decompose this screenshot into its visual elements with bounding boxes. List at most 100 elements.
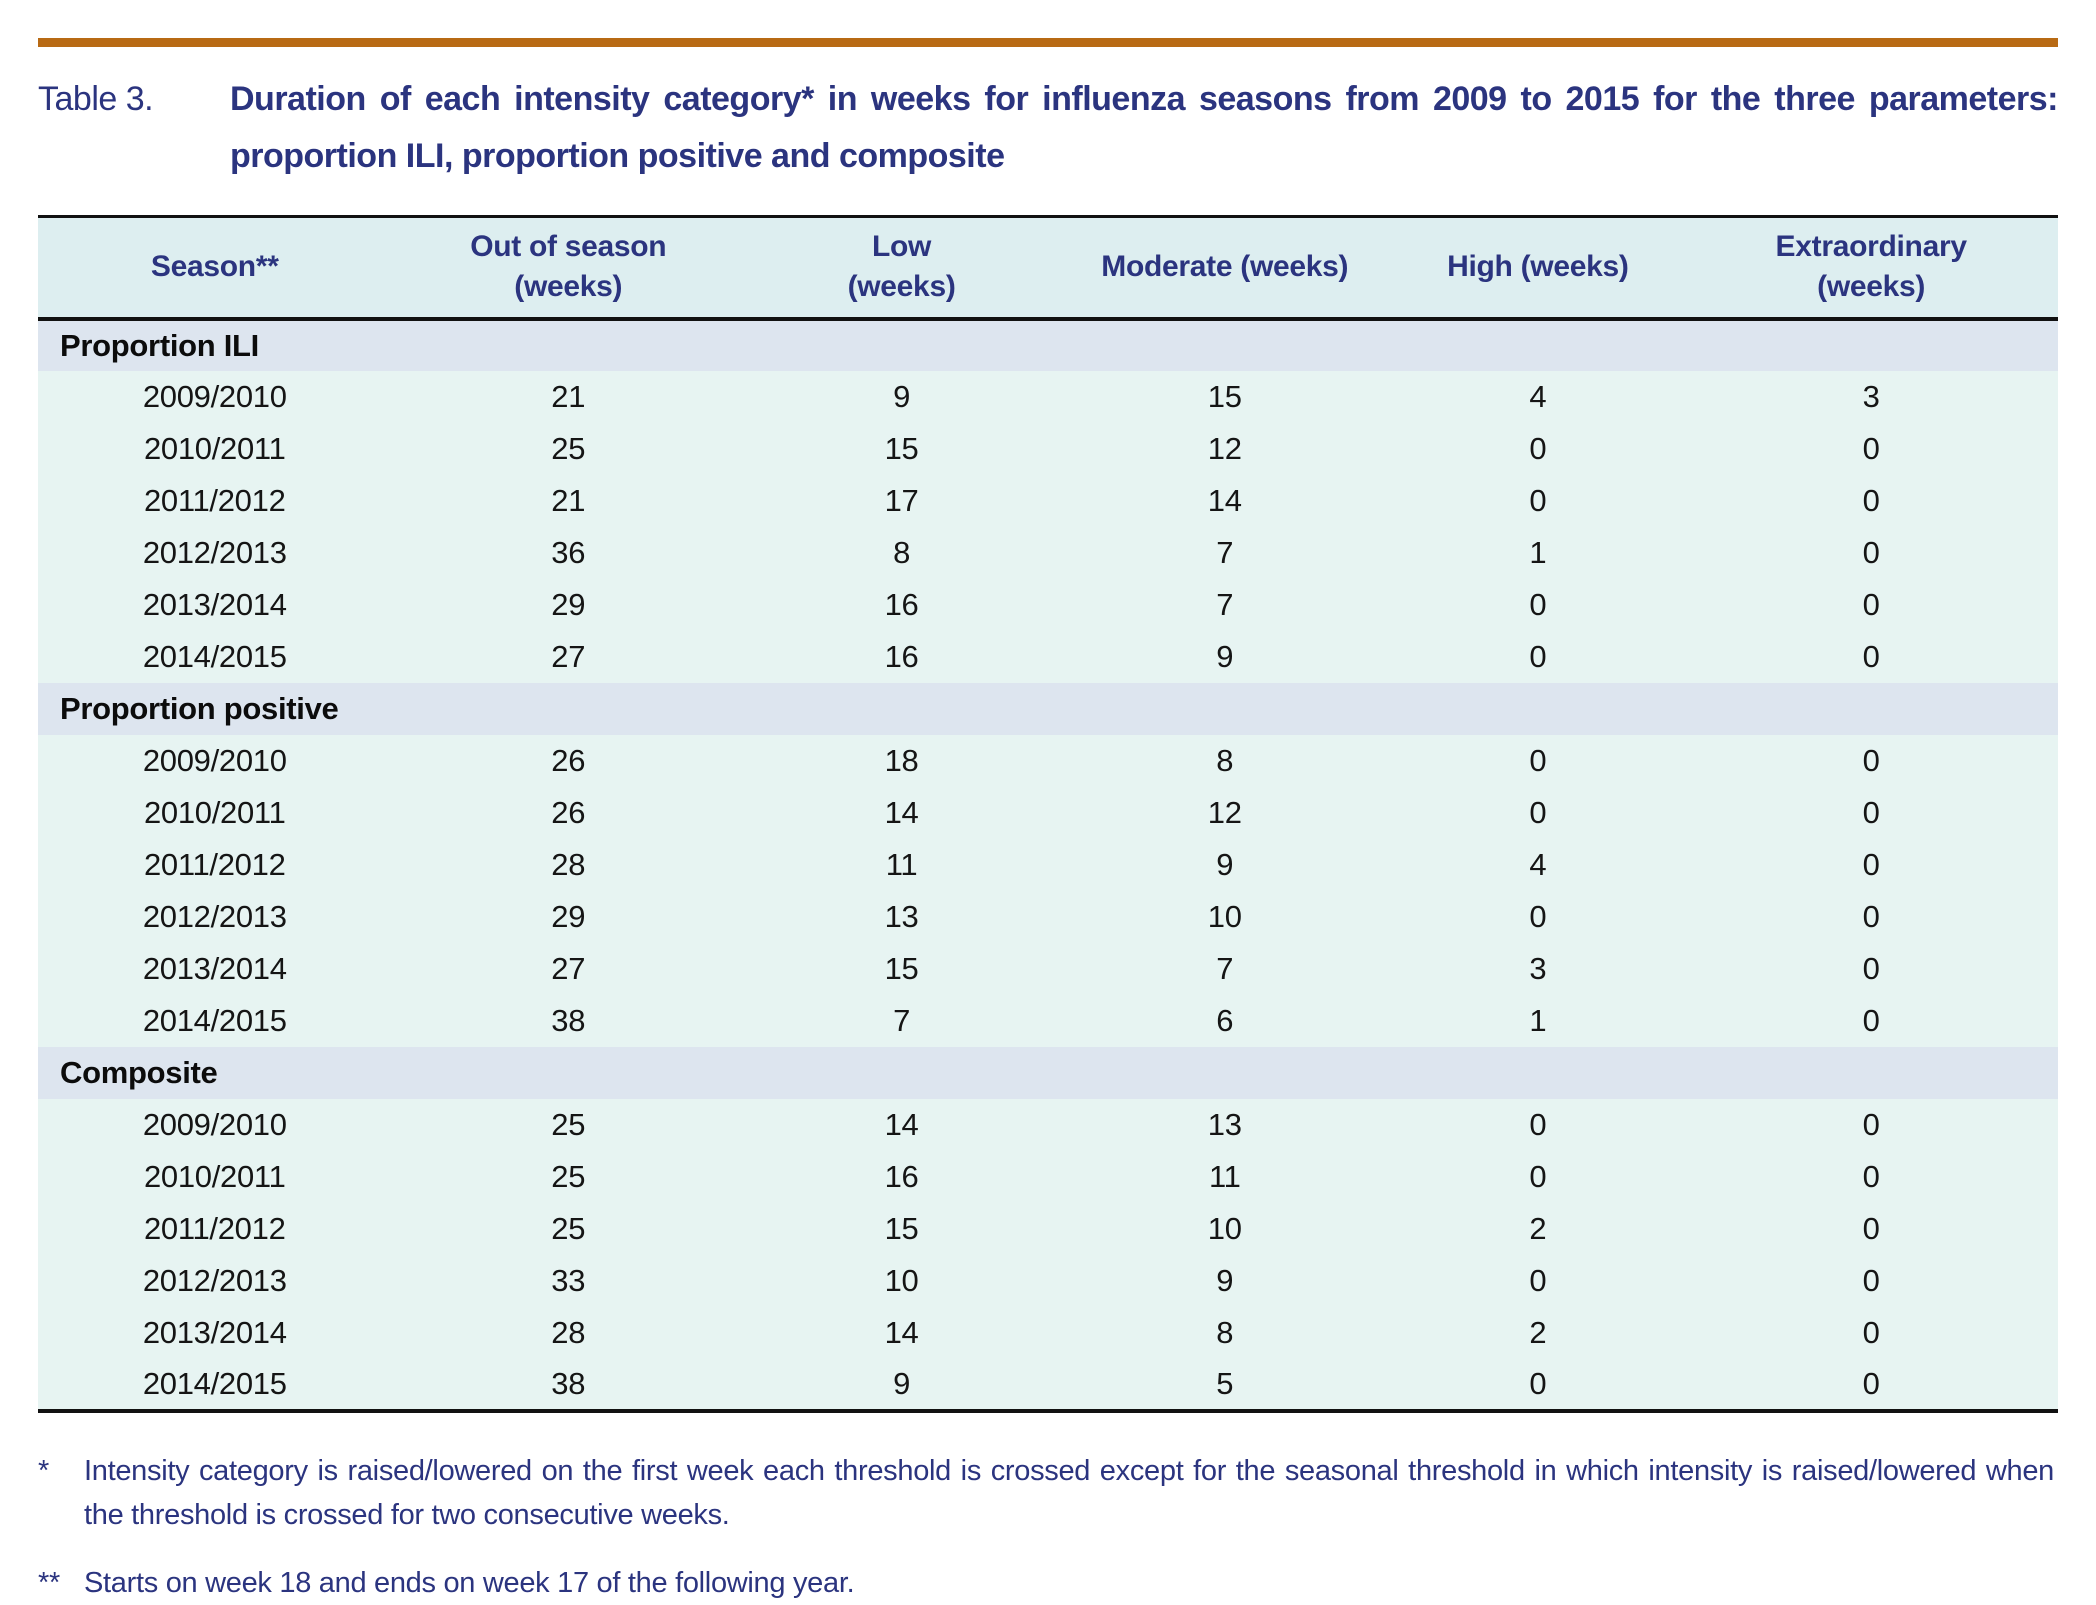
section-label: Proportion positive bbox=[38, 682, 2058, 735]
value-cell: 12 bbox=[1058, 786, 1392, 839]
section-label: Composite bbox=[38, 1046, 2058, 1099]
value-cell: 0 bbox=[1684, 630, 2058, 683]
table-body: Proportion ILI 2009/2010 21 9 15 4 3 2010/2011 2… bbox=[38, 318, 2058, 1411]
value-cell: 29 bbox=[391, 890, 745, 943]
season-cell: 2009/2010 bbox=[38, 370, 392, 423]
value-cell: 0 bbox=[1684, 994, 2058, 1047]
value-cell: 36 bbox=[391, 526, 745, 579]
value-cell: 21 bbox=[391, 474, 745, 527]
value-cell: 9 bbox=[1058, 1254, 1392, 1307]
footnote-text: Intensity category is raised/lowered on … bbox=[84, 1454, 2054, 1531]
value-cell: 6 bbox=[1058, 994, 1392, 1047]
value-cell: 14 bbox=[745, 1306, 1059, 1359]
value-cell: 0 bbox=[1684, 838, 2058, 891]
value-cell: 10 bbox=[1058, 890, 1392, 943]
value-cell: 0 bbox=[1684, 526, 2058, 579]
table-row: 2014/2015 38 7 6 1 0 bbox=[38, 994, 2058, 1047]
table-row: 2012/2013 36 8 7 1 0 bbox=[38, 526, 2058, 579]
table-header: Season** Out of season (weeks) Low (weeks)… bbox=[38, 216, 2058, 321]
season-cell: 2014/2015 bbox=[38, 1358, 392, 1411]
value-cell: 0 bbox=[1391, 422, 1685, 475]
value-cell: 25 bbox=[391, 1098, 745, 1151]
value-cell: 38 bbox=[391, 994, 745, 1047]
value-cell: 17 bbox=[745, 474, 1059, 527]
value-cell: 0 bbox=[1684, 1306, 2058, 1359]
season-cell: 2010/2011 bbox=[38, 786, 392, 839]
season-cell: 2009/2010 bbox=[38, 734, 392, 787]
season-cell: 2012/2013 bbox=[38, 526, 392, 579]
table-row: 2014/2015 38 9 5 0 0 bbox=[38, 1358, 2058, 1411]
accent-top-rule bbox=[38, 38, 2058, 47]
value-cell: 1 bbox=[1391, 994, 1685, 1047]
season-cell: 2010/2011 bbox=[38, 422, 392, 475]
table-row: 2011/2012 25 15 10 2 0 bbox=[38, 1202, 2058, 1255]
season-cell: 2013/2014 bbox=[38, 942, 392, 995]
footnote-marker: ** bbox=[38, 1566, 60, 1599]
table-row: 2011/2012 21 17 14 0 0 bbox=[38, 474, 2058, 527]
footnote: * Intensity category is raised/lowered on… bbox=[38, 1449, 2058, 1537]
footnote: ** Starts on week 18 and ends on week 17 … bbox=[38, 1561, 2058, 1605]
value-cell: 26 bbox=[391, 734, 745, 787]
value-cell: 38 bbox=[391, 1358, 745, 1411]
value-cell: 10 bbox=[1058, 1202, 1392, 1255]
value-cell: 0 bbox=[1391, 734, 1685, 787]
value-cell: 27 bbox=[391, 630, 745, 683]
section-header-row: Proportion positive bbox=[38, 682, 2058, 735]
season-cell: 2012/2013 bbox=[38, 1254, 392, 1307]
value-cell: 0 bbox=[1684, 1202, 2058, 1255]
value-cell: 2 bbox=[1391, 1306, 1685, 1359]
value-cell: 0 bbox=[1391, 630, 1685, 683]
value-cell: 0 bbox=[1684, 786, 2058, 839]
value-cell: 0 bbox=[1391, 1254, 1685, 1307]
table-row: 2013/2014 27 15 7 3 0 bbox=[38, 942, 2058, 995]
value-cell: 12 bbox=[1058, 422, 1392, 475]
value-cell: 14 bbox=[745, 1098, 1059, 1151]
value-cell: 9 bbox=[1058, 838, 1392, 891]
section-label: Proportion ILI bbox=[38, 318, 2058, 371]
column-header-4: High (weeks) bbox=[1391, 216, 1685, 321]
value-cell: 0 bbox=[1391, 1358, 1685, 1411]
value-cell: 0 bbox=[1391, 1150, 1685, 1203]
table-row: 2010/2011 26 14 12 0 0 bbox=[38, 786, 2058, 839]
value-cell: 0 bbox=[1684, 1358, 2058, 1411]
value-cell: 0 bbox=[1684, 890, 2058, 943]
season-cell: 2010/2011 bbox=[38, 1150, 392, 1203]
table-row: 2010/2011 25 16 11 0 0 bbox=[38, 1150, 2058, 1203]
column-header-3: Moderate (weeks) bbox=[1058, 216, 1392, 321]
value-cell: 8 bbox=[1058, 734, 1392, 787]
season-cell: 2012/2013 bbox=[38, 890, 392, 943]
value-cell: 0 bbox=[1391, 1098, 1685, 1151]
value-cell: 7 bbox=[1058, 578, 1392, 631]
value-cell: 28 bbox=[391, 838, 745, 891]
table-row: 2010/2011 25 15 12 0 0 bbox=[38, 422, 2058, 475]
value-cell: 8 bbox=[1058, 1306, 1392, 1359]
value-cell: 0 bbox=[1684, 942, 2058, 995]
value-cell: 3 bbox=[1391, 942, 1685, 995]
value-cell: 7 bbox=[745, 994, 1059, 1047]
footnote-marker: * bbox=[38, 1454, 49, 1487]
value-cell: 9 bbox=[745, 1358, 1059, 1411]
section-header-row: Composite bbox=[38, 1046, 2058, 1099]
season-cell: 2011/2012 bbox=[38, 838, 392, 891]
season-cell: 2013/2014 bbox=[38, 578, 392, 631]
intensity-duration-table: Season** Out of season (weeks) Low (weeks)… bbox=[38, 215, 2058, 1413]
season-cell: 2011/2012 bbox=[38, 1202, 392, 1255]
table-row: 2013/2014 28 14 8 2 0 bbox=[38, 1306, 2058, 1359]
footnotes: * Intensity category is raised/lowered on… bbox=[38, 1449, 2058, 1605]
value-cell: 21 bbox=[391, 370, 745, 423]
value-cell: 14 bbox=[1058, 474, 1392, 527]
value-cell: 16 bbox=[745, 630, 1059, 683]
value-cell: 26 bbox=[391, 786, 745, 839]
season-cell: 2014/2015 bbox=[38, 994, 392, 1047]
value-cell: 27 bbox=[391, 942, 745, 995]
table-row: 2009/2010 26 18 8 0 0 bbox=[38, 734, 2058, 787]
value-cell: 1 bbox=[1391, 526, 1685, 579]
value-cell: 0 bbox=[1684, 1098, 2058, 1151]
value-cell: 28 bbox=[391, 1306, 745, 1359]
value-cell: 0 bbox=[1391, 786, 1685, 839]
value-cell: 9 bbox=[1058, 630, 1392, 683]
column-header-0: Season** bbox=[38, 216, 392, 321]
value-cell: 15 bbox=[1058, 370, 1392, 423]
value-cell: 9 bbox=[745, 370, 1059, 423]
header-row: Season** Out of season (weeks) Low (weeks)… bbox=[38, 216, 2058, 321]
